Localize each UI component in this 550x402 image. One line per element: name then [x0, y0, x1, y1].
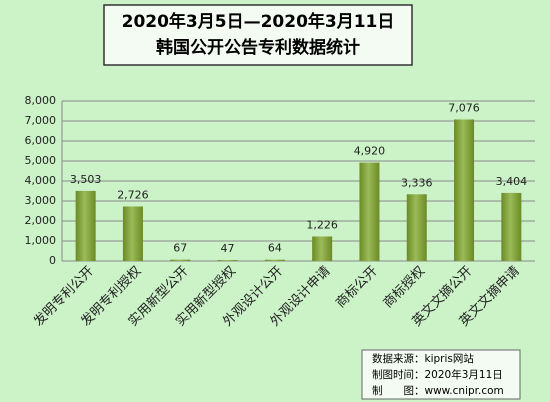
bar	[75, 190, 96, 261]
value-label: 64	[268, 242, 282, 255]
y-tick-label: 0	[49, 254, 56, 267]
value-label: 2,726	[117, 188, 149, 201]
y-tick-label: 7,000	[25, 114, 57, 127]
chart-title: 2020年3月5日—2020年3月11日	[122, 11, 395, 32]
note-box	[361, 349, 521, 400]
bar	[501, 192, 522, 261]
chart-subtitle: 韩国公开公告专利数据统计	[156, 37, 360, 58]
bar	[122, 206, 143, 261]
y-tick-label: 3,000	[25, 194, 57, 207]
value-label: 3,404	[496, 175, 528, 188]
note: 制 图：www.cnipr.com	[372, 384, 504, 397]
y-tick-label: 6,000	[25, 134, 57, 147]
bar	[406, 194, 427, 261]
note: 制图时间：2020年3月11日	[372, 368, 503, 381]
y-tick-label: 1,000	[25, 234, 57, 247]
y-tick-label: 4,000	[25, 174, 57, 187]
note: 数据来源：kipris网站	[372, 352, 474, 365]
bar	[264, 259, 285, 261]
value-label: 3,336	[401, 176, 433, 189]
bar	[454, 119, 475, 261]
value-label: 47	[221, 242, 235, 255]
value-label: 4,920	[354, 145, 386, 158]
bar	[217, 260, 238, 261]
title-box	[103, 4, 413, 66]
bar	[312, 236, 333, 261]
bar	[170, 259, 191, 261]
bar	[359, 162, 380, 261]
y-tick-label: 5,000	[25, 154, 57, 167]
value-label: 67	[173, 242, 187, 255]
y-tick-label: 8,000	[25, 94, 57, 107]
y-tick-label: 2,000	[25, 214, 57, 227]
value-label: 7,076	[448, 101, 480, 114]
value-label: 3,503	[70, 173, 102, 186]
value-label: 1,226	[306, 218, 338, 231]
